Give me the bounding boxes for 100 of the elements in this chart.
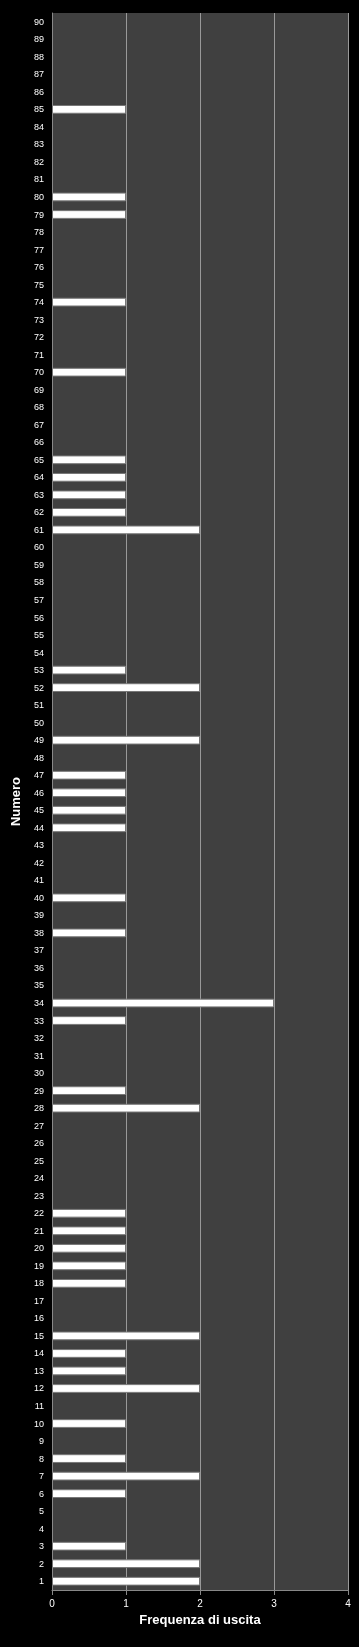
bar bbox=[52, 1278, 126, 1288]
y-tick-label: 44 bbox=[33, 822, 44, 833]
y-tick-label: 23 bbox=[33, 1190, 44, 1201]
x-tick-label: 3 bbox=[271, 1597, 278, 1609]
y-tick-label: 15 bbox=[33, 1330, 44, 1341]
bar bbox=[52, 192, 126, 202]
bar bbox=[52, 367, 126, 377]
y-tick-label: 40 bbox=[33, 892, 44, 903]
bar bbox=[52, 1471, 200, 1481]
y-tick-label: 45 bbox=[33, 805, 44, 816]
y-tick-label: 80 bbox=[33, 191, 44, 202]
y-tick-label: 13 bbox=[33, 1365, 44, 1376]
bar bbox=[52, 1349, 126, 1358]
bar bbox=[52, 1086, 126, 1095]
bar bbox=[52, 455, 126, 465]
y-tick-label: 34 bbox=[33, 998, 44, 1009]
y-tick-label: 70 bbox=[33, 367, 44, 378]
y-tick-label: 65 bbox=[33, 454, 44, 465]
bar bbox=[52, 770, 126, 780]
y-tick-label: 81 bbox=[33, 174, 44, 185]
x-tick-label: 4 bbox=[345, 1597, 352, 1609]
y-tick-label: 51 bbox=[33, 700, 44, 711]
y-tick-label: 10 bbox=[33, 1418, 44, 1429]
y-tick-label: 50 bbox=[33, 717, 44, 728]
y-tick-label: 84 bbox=[33, 121, 44, 132]
y-tick-label: 56 bbox=[33, 612, 44, 623]
y-tick-label: 52 bbox=[33, 682, 44, 693]
bar bbox=[52, 1261, 126, 1271]
bar bbox=[52, 928, 126, 938]
y-tick-label: 58 bbox=[33, 577, 44, 588]
y-tick-label: 27 bbox=[33, 1120, 44, 1131]
y-tick-label: 86 bbox=[33, 86, 44, 97]
y-tick-label: 17 bbox=[33, 1295, 44, 1306]
bar bbox=[52, 1016, 126, 1025]
y-tick-label: 7 bbox=[38, 1471, 44, 1482]
y-tick-label: 19 bbox=[33, 1260, 44, 1271]
bar bbox=[52, 1384, 200, 1393]
y-tick-label: 28 bbox=[33, 1103, 44, 1114]
bar bbox=[52, 104, 126, 114]
y-tick-label: 46 bbox=[33, 787, 44, 798]
y-tick-label: 5 bbox=[38, 1506, 44, 1517]
y-tick-label: 31 bbox=[33, 1050, 44, 1061]
y-tick-label: 89 bbox=[33, 34, 44, 45]
y-tick-label: 14 bbox=[33, 1348, 44, 1359]
y-tick-label: 6 bbox=[38, 1488, 44, 1499]
bar bbox=[52, 1208, 126, 1218]
bar bbox=[52, 1366, 126, 1376]
bar bbox=[52, 490, 126, 500]
y-tick-label: 68 bbox=[33, 402, 44, 413]
y-tick-label: 63 bbox=[33, 489, 44, 500]
y-tick-label: 22 bbox=[33, 1208, 44, 1219]
y-tick-label: 39 bbox=[33, 910, 44, 921]
y-tick-label: 60 bbox=[33, 542, 44, 553]
y-tick-label: 41 bbox=[33, 875, 44, 886]
y-tick-label: 48 bbox=[33, 752, 44, 763]
y-axis-title: Numero bbox=[8, 776, 23, 827]
y-tick-label: 43 bbox=[33, 840, 44, 851]
y-tick-label: 33 bbox=[33, 1015, 44, 1026]
y-tick-label: 42 bbox=[33, 857, 44, 868]
bar bbox=[52, 665, 126, 675]
y-tick-label: 61 bbox=[33, 524, 44, 535]
y-tick-label: 66 bbox=[33, 437, 44, 448]
bar bbox=[52, 1541, 126, 1551]
x-tick-label: 0 bbox=[49, 1597, 56, 1609]
y-tick-label: 72 bbox=[33, 332, 44, 343]
y-tick-label: 83 bbox=[33, 139, 44, 150]
y-tick-label: 69 bbox=[33, 384, 44, 395]
bar bbox=[52, 805, 126, 815]
y-tick-label: 85 bbox=[33, 104, 44, 115]
bar bbox=[52, 1103, 200, 1113]
y-tick-label: 29 bbox=[33, 1085, 44, 1096]
y-tick-label: 37 bbox=[33, 945, 44, 956]
y-tick-label: 55 bbox=[33, 630, 44, 641]
y-tick-label: 35 bbox=[33, 980, 44, 991]
bar bbox=[52, 525, 200, 535]
y-tick-label: 2 bbox=[38, 1558, 44, 1569]
y-tick-label: 38 bbox=[33, 927, 44, 938]
bar bbox=[52, 1489, 126, 1499]
y-tick-label: 75 bbox=[33, 279, 44, 290]
bar bbox=[52, 210, 126, 219]
y-tick-label: 3 bbox=[38, 1541, 44, 1552]
y-tick-label: 21 bbox=[33, 1225, 44, 1236]
y-tick-label: 64 bbox=[33, 472, 44, 483]
y-tick-label: 87 bbox=[33, 69, 44, 80]
y-tick-label: 76 bbox=[33, 262, 44, 273]
y-tick-label: 88 bbox=[33, 51, 44, 62]
y-tick-label: 8 bbox=[38, 1453, 44, 1464]
y-tick-label: 71 bbox=[33, 349, 44, 360]
y-tick-label: 90 bbox=[33, 16, 44, 27]
y-tick-label: 53 bbox=[33, 665, 44, 676]
y-tick-label: 82 bbox=[33, 156, 44, 167]
bar bbox=[52, 1331, 200, 1341]
y-tick-label: 67 bbox=[33, 419, 44, 430]
x-tick-label: 2 bbox=[197, 1597, 204, 1609]
y-tick-label: 11 bbox=[34, 1401, 44, 1412]
bar bbox=[52, 1243, 126, 1253]
bar bbox=[52, 1576, 200, 1586]
y-tick-label: 49 bbox=[33, 735, 44, 746]
bar bbox=[52, 297, 126, 307]
y-tick-label: 47 bbox=[33, 770, 44, 781]
